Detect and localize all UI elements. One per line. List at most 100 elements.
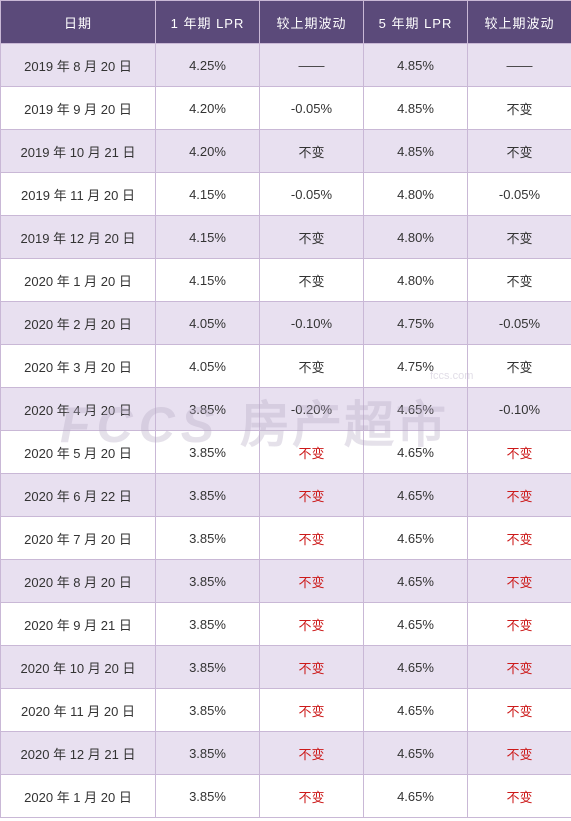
cell-chg1: -0.20% bbox=[260, 388, 364, 431]
cell-lpr1: 3.85% bbox=[156, 646, 260, 689]
cell-date: 2019 年 9 月 20 日 bbox=[1, 87, 156, 130]
cell-chg1: 不变 bbox=[260, 474, 364, 517]
cell-chg5: -0.10% bbox=[468, 388, 571, 431]
cell-lpr1: 3.85% bbox=[156, 517, 260, 560]
cell-lpr5: 4.75% bbox=[364, 345, 468, 388]
cell-chg1: 不变 bbox=[260, 259, 364, 302]
table-row: 2020 年 1 月 20 日3.85%不变4.65%不变 bbox=[1, 775, 571, 818]
cell-lpr1: 3.85% bbox=[156, 689, 260, 732]
cell-date: 2020 年 7 月 20 日 bbox=[1, 517, 156, 560]
cell-lpr5: 4.80% bbox=[364, 173, 468, 216]
cell-date: 2020 年 1 月 20 日 bbox=[1, 775, 156, 818]
cell-lpr1: 3.85% bbox=[156, 474, 260, 517]
cell-lpr1: 4.15% bbox=[156, 216, 260, 259]
cell-chg1: 不变 bbox=[260, 689, 364, 732]
cell-lpr1: 3.85% bbox=[156, 388, 260, 431]
cell-chg1: -0.10% bbox=[260, 302, 364, 345]
cell-chg1: 不变 bbox=[260, 345, 364, 388]
table-row: 2020 年 10 月 20 日3.85%不变4.65%不变 bbox=[1, 646, 571, 689]
table-row: 2020 年 12 月 21 日3.85%不变4.65%不变 bbox=[1, 732, 571, 775]
table-row: 2020 年 3 月 20 日4.05%不变4.75%不变 bbox=[1, 345, 571, 388]
cell-chg5: 不变 bbox=[468, 646, 571, 689]
cell-lpr1: 3.85% bbox=[156, 775, 260, 818]
cell-date: 2020 年 9 月 21 日 bbox=[1, 603, 156, 646]
col-header-4: 较上期波动 bbox=[468, 1, 571, 44]
header-row: 日期1 年期 LPR较上期波动5 年期 LPR较上期波动 bbox=[1, 1, 571, 44]
cell-lpr5: 4.65% bbox=[364, 431, 468, 474]
cell-chg1: 不变 bbox=[260, 431, 364, 474]
cell-lpr5: 4.75% bbox=[364, 302, 468, 345]
cell-lpr5: 4.65% bbox=[364, 517, 468, 560]
table-row: 2020 年 6 月 22 日3.85%不变4.65%不变 bbox=[1, 474, 571, 517]
cell-lpr5: 4.65% bbox=[364, 474, 468, 517]
lpr-table: 日期1 年期 LPR较上期波动5 年期 LPR较上期波动 2019 年 8 月 … bbox=[0, 0, 571, 818]
cell-date: 2020 年 8 月 20 日 bbox=[1, 560, 156, 603]
cell-lpr5: 4.80% bbox=[364, 259, 468, 302]
table-row: 2019 年 12 月 20 日4.15%不变4.80%不变 bbox=[1, 216, 571, 259]
cell-chg1: 不变 bbox=[260, 130, 364, 173]
cell-lpr5: 4.80% bbox=[364, 216, 468, 259]
cell-lpr1: 4.05% bbox=[156, 302, 260, 345]
cell-date: 2019 年 12 月 20 日 bbox=[1, 216, 156, 259]
cell-chg1: -0.05% bbox=[260, 173, 364, 216]
table-row: 2020 年 8 月 20 日3.85%不变4.65%不变 bbox=[1, 560, 571, 603]
cell-chg5: 不变 bbox=[468, 517, 571, 560]
cell-chg5: 不变 bbox=[468, 560, 571, 603]
cell-lpr5: 4.85% bbox=[364, 87, 468, 130]
table-row: 2020 年 11 月 20 日3.85%不变4.65%不变 bbox=[1, 689, 571, 732]
cell-chg1: —— bbox=[260, 44, 364, 87]
cell-lpr1: 4.15% bbox=[156, 173, 260, 216]
cell-chg1: 不变 bbox=[260, 517, 364, 560]
cell-lpr5: 4.65% bbox=[364, 646, 468, 689]
cell-date: 2020 年 2 月 20 日 bbox=[1, 302, 156, 345]
cell-lpr1: 4.15% bbox=[156, 259, 260, 302]
cell-chg5: 不变 bbox=[468, 345, 571, 388]
table-row: 2020 年 7 月 20 日3.85%不变4.65%不变 bbox=[1, 517, 571, 560]
cell-date: 2020 年 4 月 20 日 bbox=[1, 388, 156, 431]
cell-chg1: 不变 bbox=[260, 646, 364, 689]
cell-lpr1: 3.85% bbox=[156, 431, 260, 474]
cell-chg5: -0.05% bbox=[468, 173, 571, 216]
cell-date: 2019 年 10 月 21 日 bbox=[1, 130, 156, 173]
cell-lpr1: 3.85% bbox=[156, 560, 260, 603]
cell-date: 2020 年 5 月 20 日 bbox=[1, 431, 156, 474]
table-row: 2020 年 2 月 20 日4.05%-0.10%4.75%-0.05% bbox=[1, 302, 571, 345]
cell-chg5: 不变 bbox=[468, 775, 571, 818]
col-header-0: 日期 bbox=[1, 1, 156, 44]
col-header-1: 1 年期 LPR bbox=[156, 1, 260, 44]
cell-lpr5: 4.65% bbox=[364, 732, 468, 775]
table-row: 2019 年 11 月 20 日4.15%-0.05%4.80%-0.05% bbox=[1, 173, 571, 216]
table-row: 2019 年 10 月 21 日4.20%不变4.85%不变 bbox=[1, 130, 571, 173]
table-body: 2019 年 8 月 20 日4.25%——4.85%——2019 年 9 月 … bbox=[1, 44, 571, 818]
cell-lpr5: 4.65% bbox=[364, 775, 468, 818]
cell-chg5: 不变 bbox=[468, 87, 571, 130]
cell-lpr1: 4.05% bbox=[156, 345, 260, 388]
cell-chg1: 不变 bbox=[260, 216, 364, 259]
cell-chg5: -0.05% bbox=[468, 302, 571, 345]
cell-lpr1: 4.20% bbox=[156, 130, 260, 173]
cell-chg5: 不变 bbox=[468, 216, 571, 259]
cell-chg5: —— bbox=[468, 44, 571, 87]
cell-chg5: 不变 bbox=[468, 689, 571, 732]
cell-lpr5: 4.65% bbox=[364, 603, 468, 646]
cell-chg5: 不变 bbox=[468, 431, 571, 474]
col-header-2: 较上期波动 bbox=[260, 1, 364, 44]
cell-lpr1: 3.85% bbox=[156, 732, 260, 775]
cell-chg1: 不变 bbox=[260, 603, 364, 646]
table-row: 2020 年 4 月 20 日3.85%-0.20%4.65%-0.10% bbox=[1, 388, 571, 431]
cell-chg1: 不变 bbox=[260, 775, 364, 818]
cell-chg5: 不变 bbox=[468, 130, 571, 173]
cell-lpr5: 4.85% bbox=[364, 44, 468, 87]
cell-lpr1: 4.25% bbox=[156, 44, 260, 87]
cell-lpr5: 4.65% bbox=[364, 689, 468, 732]
cell-chg1: 不变 bbox=[260, 732, 364, 775]
cell-date: 2020 年 1 月 20 日 bbox=[1, 259, 156, 302]
cell-date: 2019 年 8 月 20 日 bbox=[1, 44, 156, 87]
cell-date: 2020 年 12 月 21 日 bbox=[1, 732, 156, 775]
table-head: 日期1 年期 LPR较上期波动5 年期 LPR较上期波动 bbox=[1, 1, 571, 44]
table-row: 2019 年 8 月 20 日4.25%——4.85%—— bbox=[1, 44, 571, 87]
cell-lpr5: 4.65% bbox=[364, 388, 468, 431]
cell-date: 2019 年 11 月 20 日 bbox=[1, 173, 156, 216]
cell-chg1: 不变 bbox=[260, 560, 364, 603]
cell-date: 2020 年 11 月 20 日 bbox=[1, 689, 156, 732]
